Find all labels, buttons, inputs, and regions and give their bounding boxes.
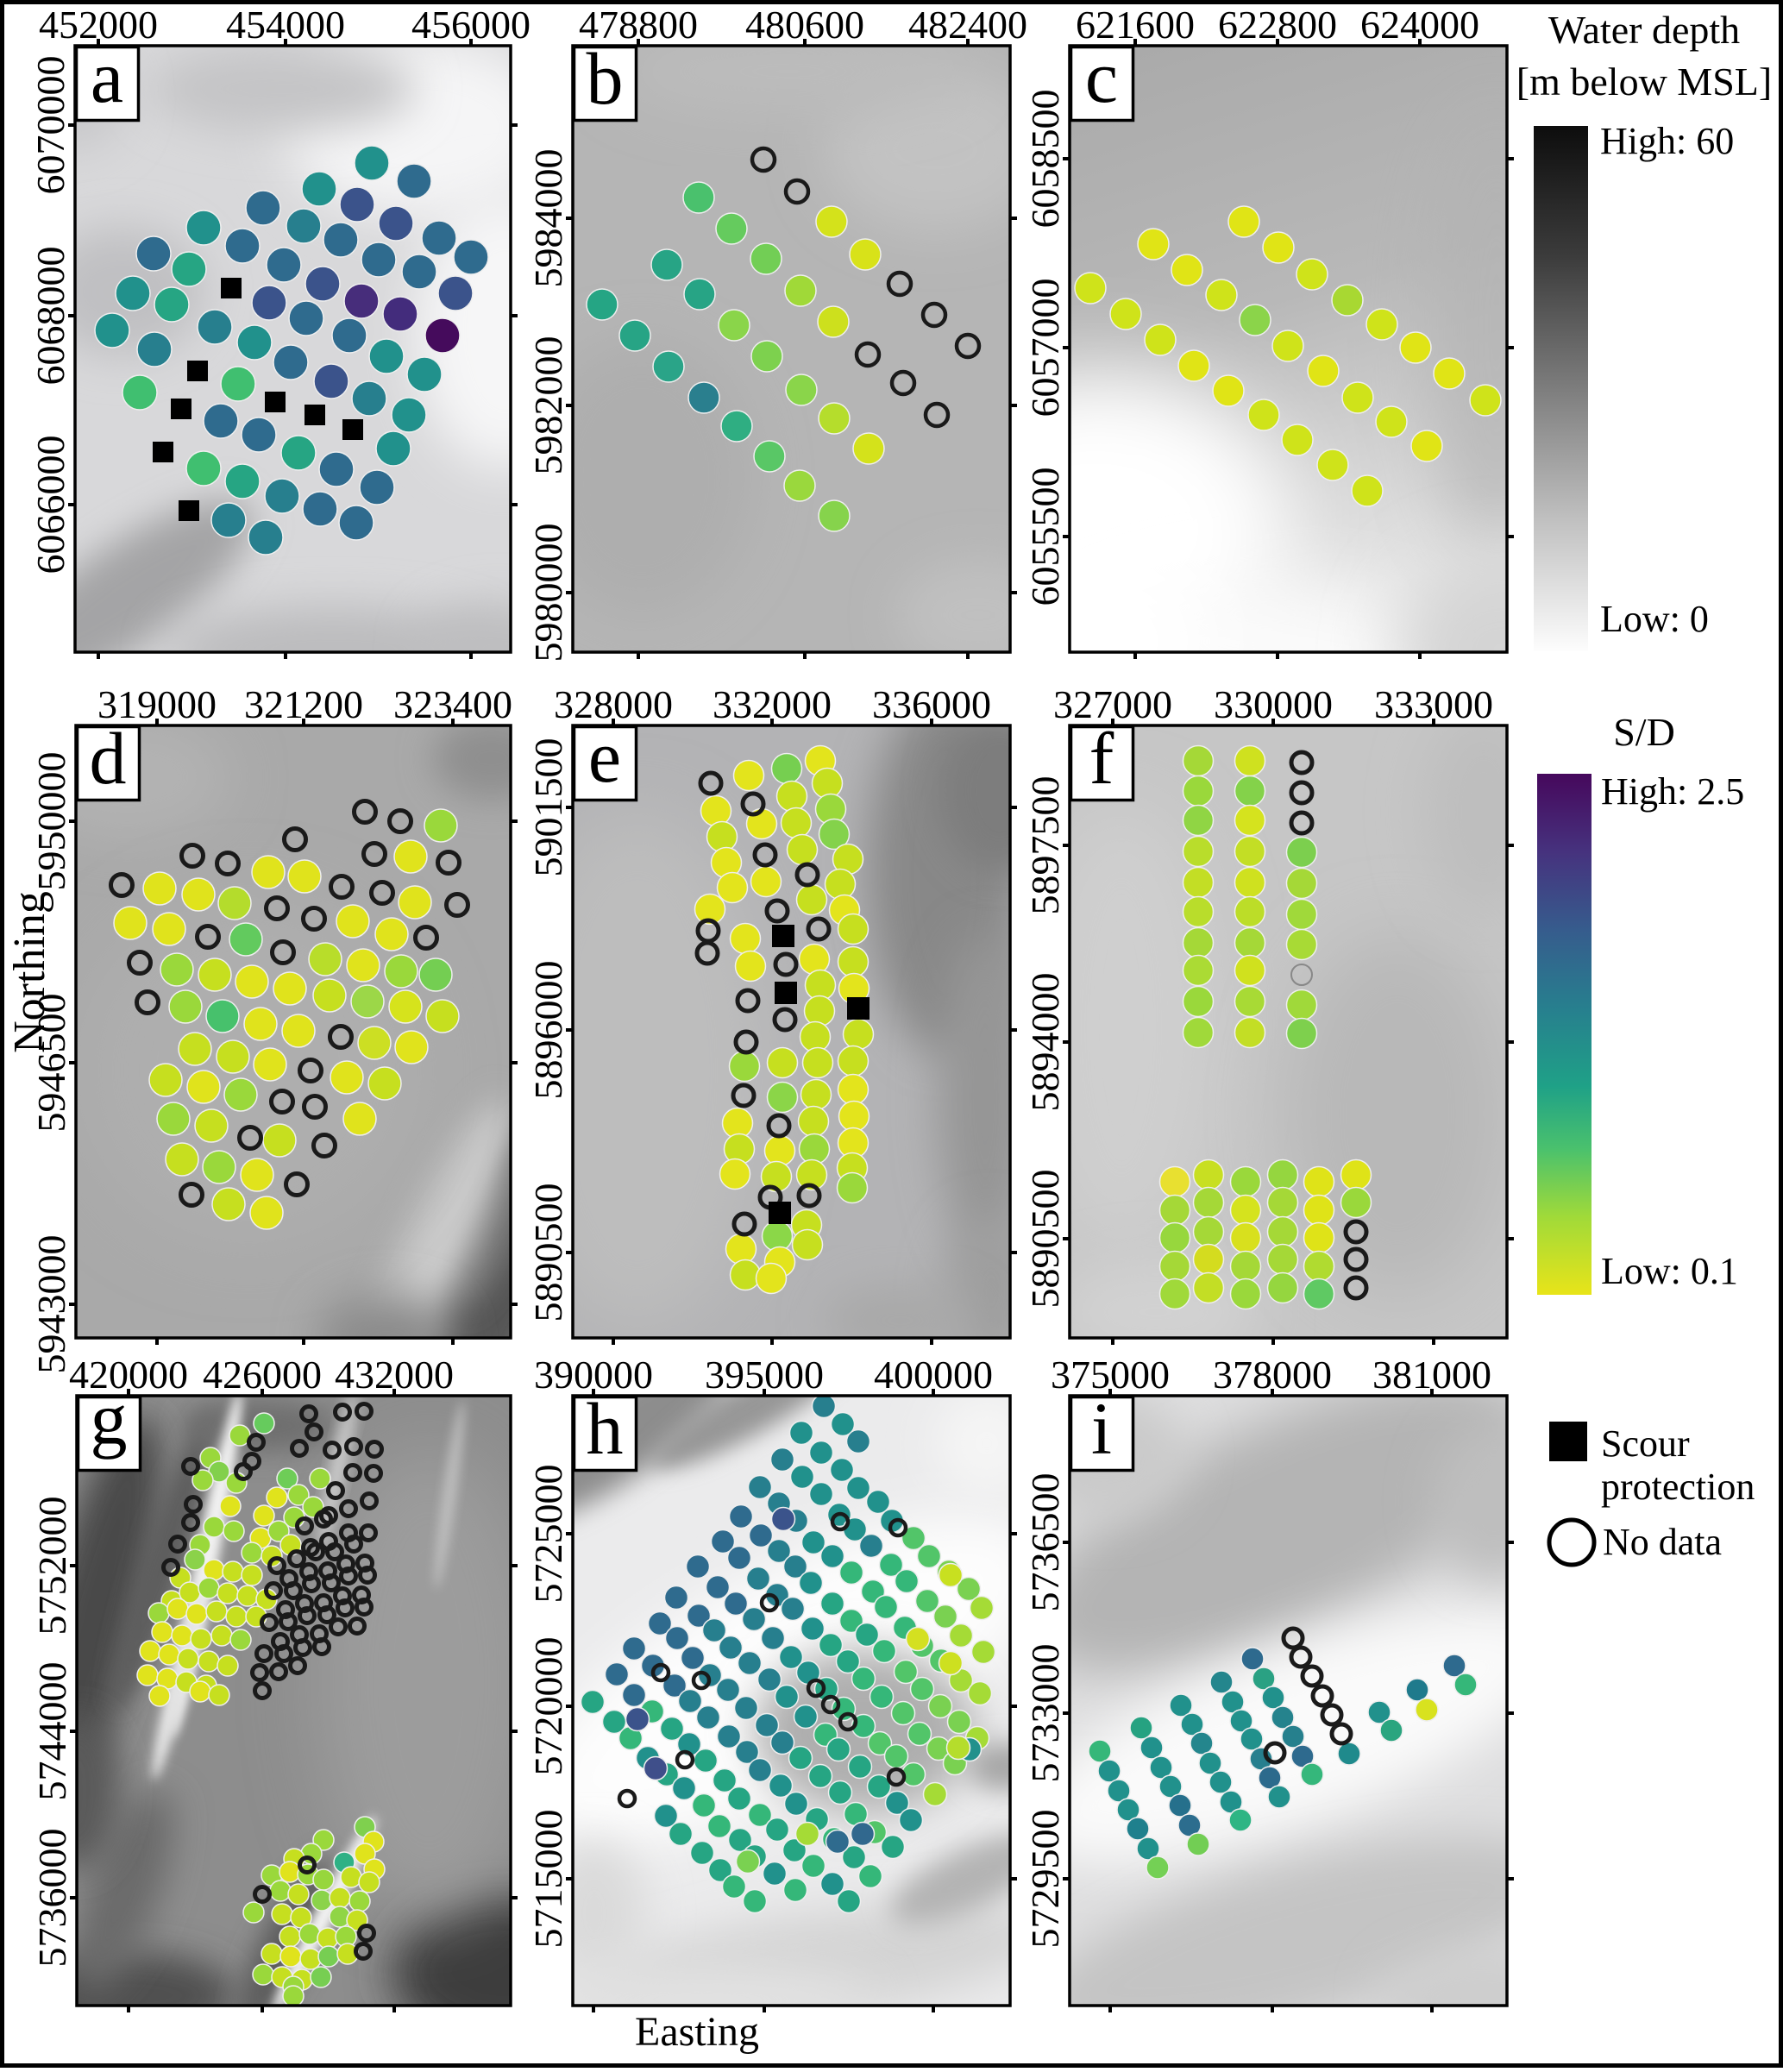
svg-text:432000: 432000: [335, 1353, 454, 1397]
svg-text:332000: 332000: [713, 682, 832, 726]
svg-text:323400: 323400: [393, 682, 512, 726]
svg-text:6058500: 6058500: [1023, 90, 1067, 229]
svg-text:6068000: 6068000: [28, 247, 72, 386]
svg-text:5729500: 5729500: [1023, 1810, 1067, 1949]
svg-text:5725000: 5725000: [526, 1465, 570, 1604]
svg-text:Water depth: Water depth: [1548, 8, 1740, 52]
svg-text:333000: 333000: [1374, 682, 1493, 726]
svg-text:420000: 420000: [69, 1353, 188, 1397]
svg-text:622800: 622800: [1218, 3, 1337, 47]
svg-text:High: 60: High: 60: [1600, 120, 1734, 162]
svg-text:5984000: 5984000: [526, 149, 570, 288]
svg-text:a: a: [91, 35, 123, 118]
svg-text:454000: 454000: [226, 3, 345, 47]
svg-text:5897500: 5897500: [1023, 776, 1067, 915]
svg-text:5720000: 5720000: [526, 1637, 570, 1776]
svg-text:5733000: 5733000: [1023, 1644, 1067, 1783]
svg-text:478800: 478800: [579, 3, 698, 47]
svg-text:6070000: 6070000: [28, 56, 72, 195]
svg-text:Northing: Northing: [5, 891, 54, 1053]
svg-text:395000: 395000: [705, 1353, 824, 1397]
svg-text:5943000: 5943000: [29, 1235, 73, 1374]
svg-text:g: g: [91, 1377, 128, 1460]
svg-text:480600: 480600: [745, 3, 864, 47]
svg-text:381000: 381000: [1372, 1353, 1491, 1397]
svg-text:621600: 621600: [1076, 3, 1195, 47]
svg-text:6055500: 6055500: [1023, 468, 1067, 606]
svg-text:5890500: 5890500: [1023, 1170, 1067, 1309]
svg-text:5894000: 5894000: [1023, 973, 1067, 1112]
svg-text:5752000: 5752000: [30, 1497, 74, 1636]
svg-text:375000: 375000: [1051, 1353, 1170, 1397]
svg-text:5982000: 5982000: [526, 336, 570, 475]
svg-text:5980000: 5980000: [526, 524, 570, 662]
svg-text:Easting: Easting: [635, 2009, 759, 2055]
svg-text:426000: 426000: [203, 1353, 322, 1397]
svg-text:400000: 400000: [874, 1353, 993, 1397]
svg-text:e: e: [588, 715, 621, 798]
svg-text:327000: 327000: [1053, 682, 1172, 726]
svg-text:Low: 0.1: Low: 0.1: [1601, 1250, 1738, 1292]
svg-text:Scour: Scour: [1601, 1422, 1690, 1465]
svg-text:High: 2.5: High: 2.5: [1601, 770, 1744, 813]
svg-text:S/D: S/D: [1613, 710, 1675, 754]
svg-text:5946500: 5946500: [29, 994, 73, 1133]
svg-text:336000: 336000: [872, 682, 991, 726]
svg-text:330000: 330000: [1214, 682, 1333, 726]
svg-text:5736500: 5736500: [1023, 1473, 1067, 1612]
svg-text:5896000: 5896000: [526, 961, 570, 1100]
svg-text:328000: 328000: [554, 682, 673, 726]
svg-text:c: c: [1085, 35, 1118, 118]
svg-text:No data: No data: [1603, 1521, 1722, 1563]
svg-text:Low: 0: Low: 0: [1600, 598, 1709, 640]
svg-text:protection: protection: [1601, 1466, 1755, 1508]
svg-text:452000: 452000: [39, 3, 158, 47]
svg-text:321200: 321200: [244, 682, 363, 726]
svg-text:319000: 319000: [97, 682, 217, 726]
svg-text:6057000: 6057000: [1023, 279, 1067, 418]
svg-text:5715000: 5715000: [526, 1810, 570, 1949]
svg-text:6066000: 6066000: [28, 436, 72, 575]
svg-text:5744000: 5744000: [30, 1662, 74, 1801]
svg-text:h: h: [587, 1387, 624, 1470]
svg-text:i: i: [1091, 1387, 1112, 1470]
svg-text:5901500: 5901500: [526, 738, 570, 877]
svg-text:5950000: 5950000: [29, 752, 73, 891]
svg-text:d: d: [90, 717, 127, 800]
svg-text:[m below MSL]: [m below MSL]: [1516, 60, 1772, 104]
svg-text:5890500: 5890500: [526, 1184, 570, 1322]
svg-text:378000: 378000: [1213, 1353, 1332, 1397]
svg-text:f: f: [1089, 717, 1114, 800]
svg-text:456000: 456000: [411, 3, 531, 47]
svg-text:624000: 624000: [1360, 3, 1479, 47]
svg-text:5736000: 5736000: [30, 1829, 74, 1968]
svg-text:482400: 482400: [908, 3, 1027, 47]
svg-text:b: b: [587, 37, 624, 120]
svg-text:390000: 390000: [534, 1353, 653, 1397]
